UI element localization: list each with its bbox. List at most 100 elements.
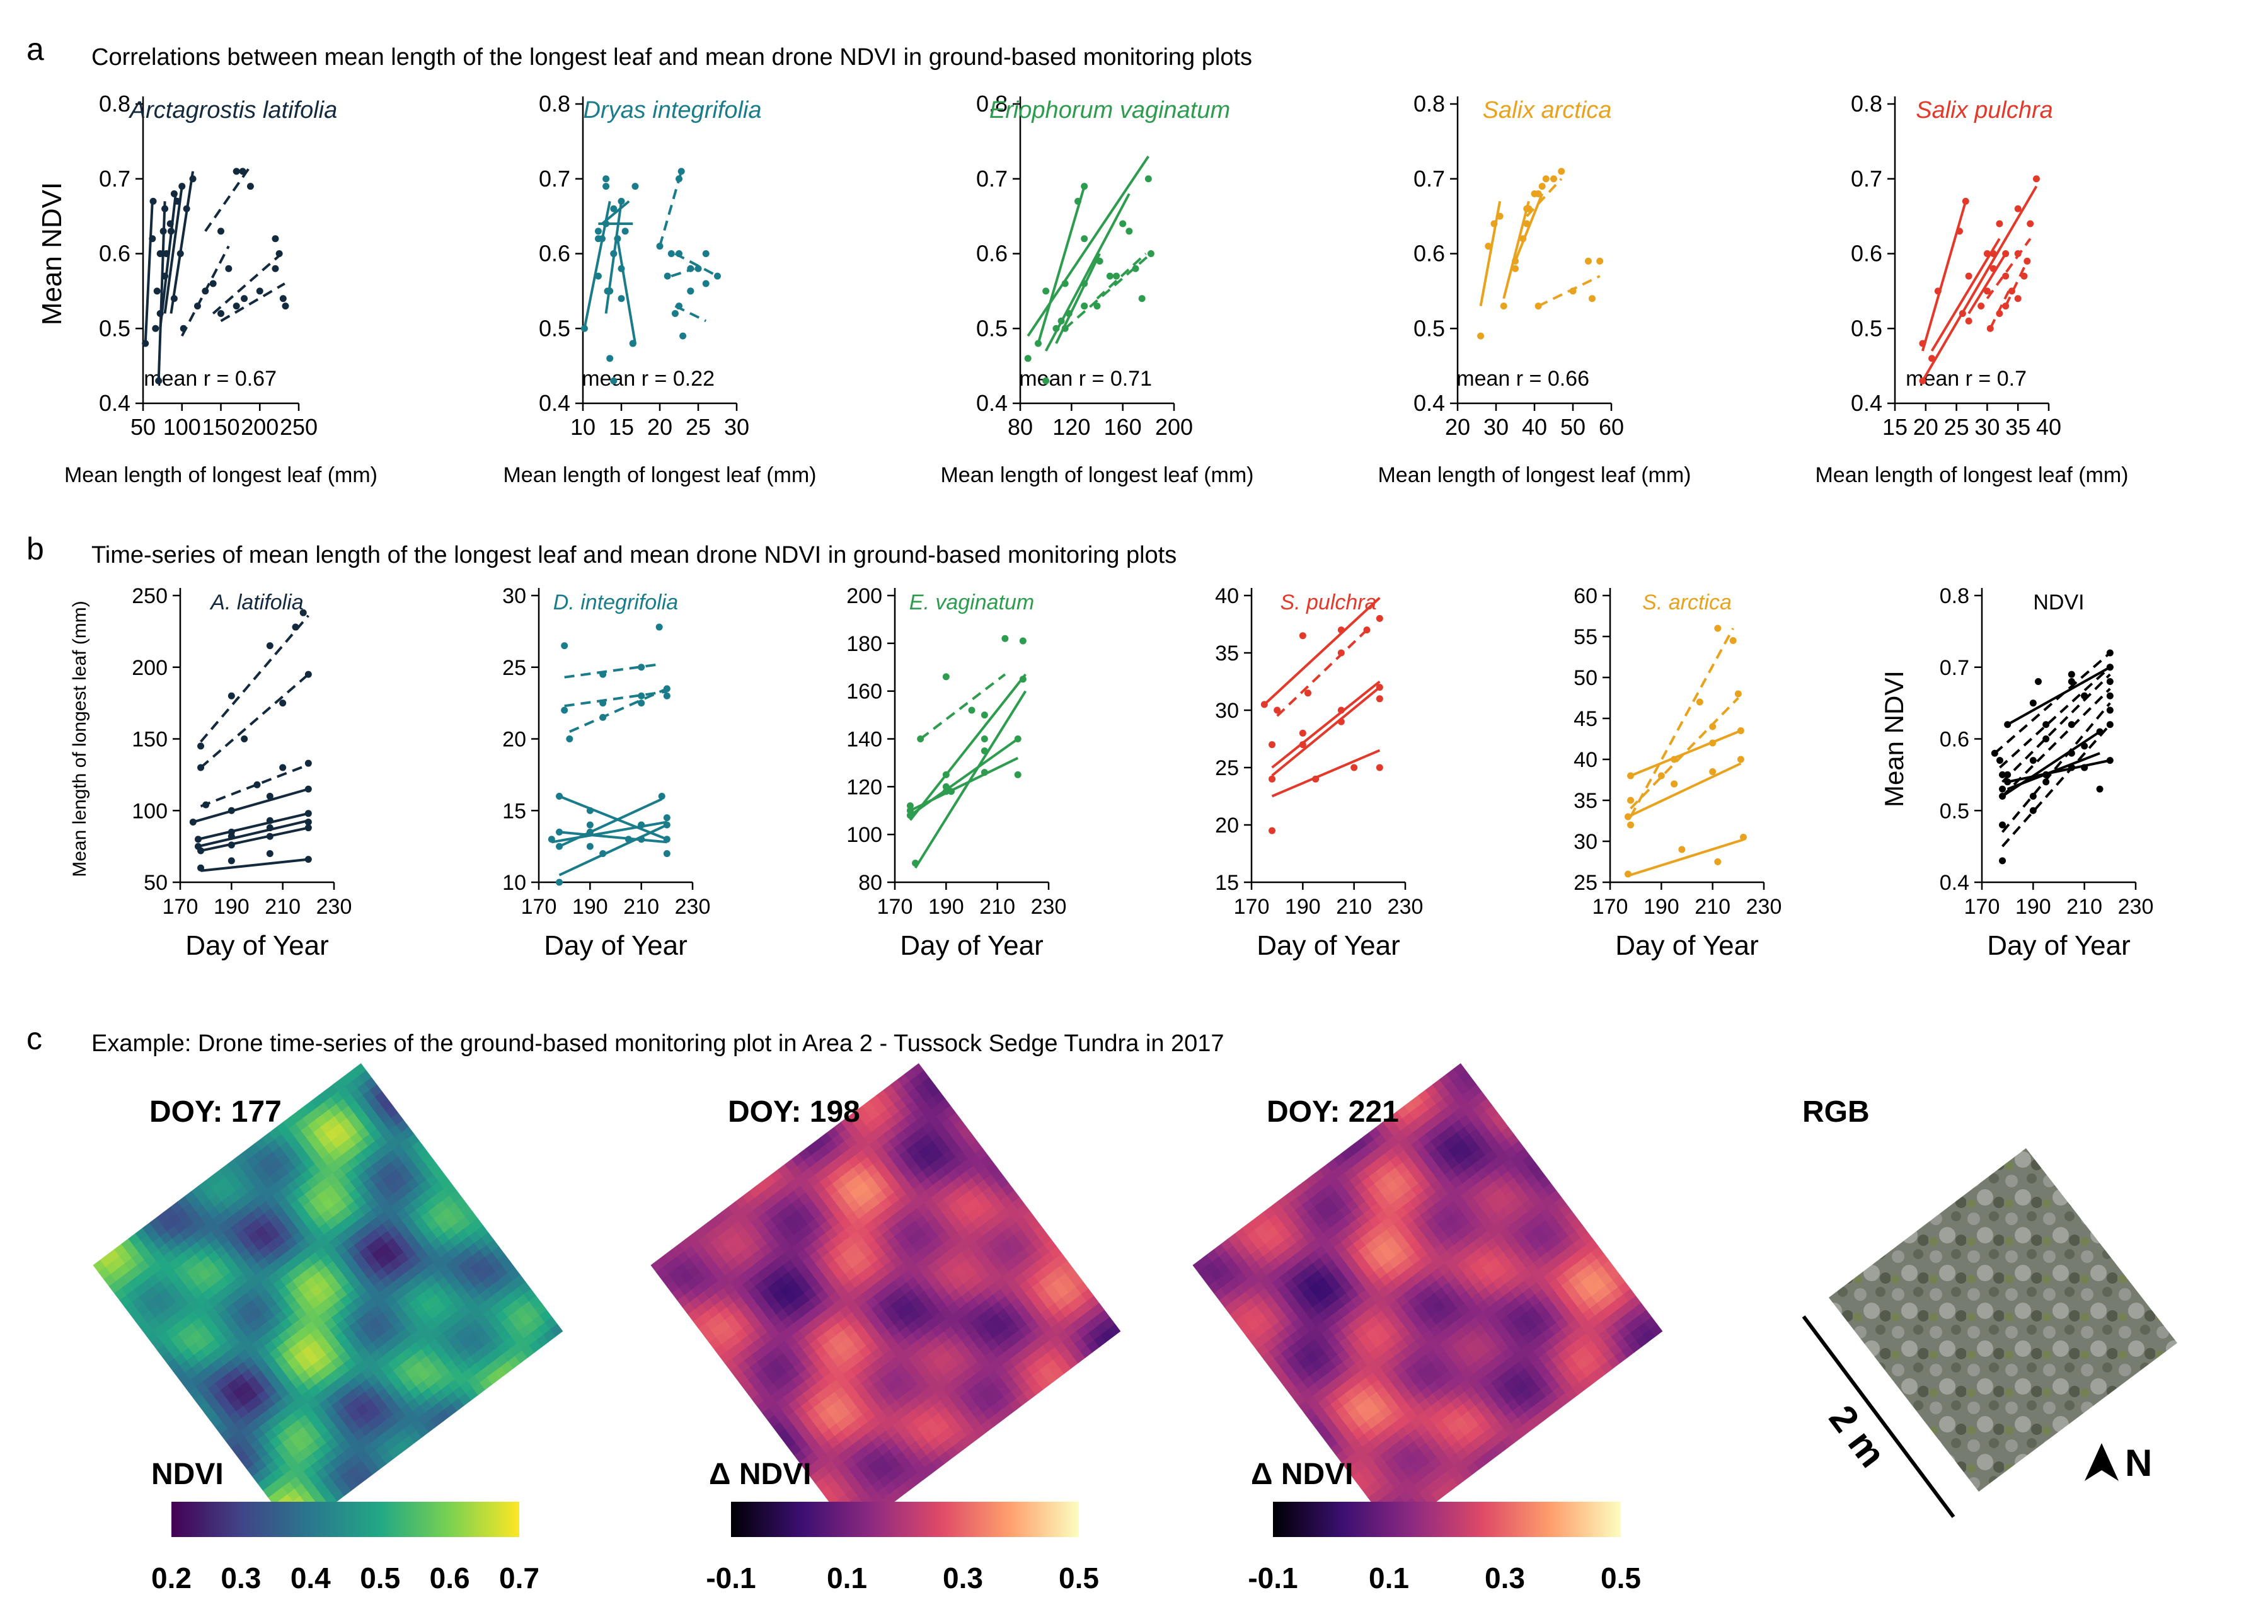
regression-line — [674, 252, 718, 277]
regression-line — [204, 163, 253, 233]
y-tick-label: 0.6 — [976, 241, 1008, 267]
data-point — [239, 168, 246, 175]
x-tick-label: 230 — [675, 895, 711, 919]
y-tick-label: 200 — [846, 584, 882, 608]
x-axis-label: Day of Year — [1257, 930, 1400, 961]
x-tick-label: 170 — [1234, 895, 1270, 919]
series-10 — [2004, 757, 2114, 786]
x-tick-label: 160 — [1104, 414, 1142, 440]
x-axis-label: Day of Year — [900, 930, 1044, 961]
data-point — [1477, 332, 1485, 340]
data-point — [1999, 857, 2006, 865]
data-point — [561, 706, 568, 714]
data-point — [156, 310, 164, 317]
data-point — [1260, 701, 1268, 708]
data-point — [1734, 690, 1742, 698]
series-3 — [1928, 220, 2003, 362]
x-axis-label: Mean length of longest leaf (mm) — [1378, 463, 1691, 487]
data-point — [1337, 706, 1345, 714]
data-point — [1542, 175, 1550, 183]
data-point — [1496, 212, 1504, 220]
y-tick-label: 50 — [1574, 666, 1597, 690]
data-point — [1061, 325, 1069, 332]
regression-line — [170, 171, 195, 314]
y-tick-label: 0.7 — [1851, 166, 1882, 192]
data-point — [1569, 287, 1577, 295]
y-tick-label: 180 — [846, 632, 882, 656]
data-point — [1965, 317, 1972, 325]
regression-line — [200, 614, 309, 743]
data-point — [1337, 649, 1345, 657]
data-point — [202, 801, 210, 809]
regression-line — [601, 200, 630, 225]
regression-line — [914, 690, 1027, 869]
data-point — [2002, 272, 2010, 280]
data-point — [256, 287, 263, 295]
data-point — [556, 793, 563, 800]
x-tick-label: 210 — [265, 895, 301, 919]
data-point — [1523, 205, 1531, 212]
x-tick-label: 15 — [1882, 414, 1908, 440]
data-point — [942, 783, 950, 790]
y-tick-label: 25 — [1215, 756, 1239, 780]
chart-2: 10 15 20 25 300.40.50.60.70.8 Dryas integrifo… — [503, 91, 816, 487]
y-tick-label: 0.7 — [976, 166, 1008, 192]
x-tick-label: 210 — [1695, 895, 1730, 919]
data-point — [2014, 205, 2022, 212]
data-point — [561, 642, 568, 650]
y-tick-label: 15 — [502, 799, 526, 823]
x-tick-label: 20 — [1913, 414, 1938, 440]
data-point — [2029, 807, 2037, 814]
chart-title: A. latifolia — [209, 590, 303, 614]
series-4 — [906, 735, 1022, 819]
data-point — [1081, 302, 1088, 310]
regression-line — [674, 304, 707, 323]
series-6 — [194, 818, 312, 850]
data-point — [606, 287, 614, 295]
y-tick-label: 0.4 — [1851, 390, 1882, 416]
data-point — [2106, 664, 2114, 671]
x-tick-label: 120 — [1052, 414, 1090, 440]
data-point — [610, 250, 618, 257]
data-point — [1737, 727, 1744, 734]
regression-line — [200, 826, 309, 852]
y-tick-label: 0.5 — [99, 315, 130, 341]
x-tick-label: 50 — [1560, 414, 1586, 440]
annotation-label: mean r = 0.67 — [144, 367, 277, 391]
data-point — [599, 713, 607, 721]
data-point — [1627, 797, 1635, 804]
chart-title: S. arctica — [1642, 590, 1732, 614]
colorbar-tick-label: 0.5 — [360, 1562, 400, 1594]
x-tick-label: 200 — [241, 414, 279, 440]
regression-line — [1999, 666, 2111, 769]
data-point — [170, 190, 178, 197]
data-point — [1977, 302, 1985, 310]
x-axis-label: Mean length of longest leaf (mm) — [940, 463, 1253, 487]
data-point — [906, 812, 914, 819]
x-tick-label: 170 — [521, 895, 557, 919]
x-axis-label: Day of Year — [1615, 930, 1759, 961]
data-point — [217, 227, 224, 235]
data-point — [2068, 721, 2075, 728]
data-point — [599, 850, 607, 857]
data-point — [1627, 821, 1635, 829]
regression-line — [1989, 290, 2010, 330]
x-tick-label: 40 — [1522, 414, 1547, 440]
x-tick-label: 30 — [1974, 414, 2000, 440]
series-2 — [197, 671, 312, 771]
y-tick-label: 35 — [1215, 642, 1239, 665]
data-point — [2029, 700, 2037, 707]
data-point — [161, 272, 169, 280]
y-tick-label: 0.8 — [1940, 584, 1969, 608]
x-axis-label: Mean length of longest leaf (mm) — [1815, 463, 2128, 487]
data-point — [167, 227, 175, 235]
data-point — [1001, 635, 1009, 642]
data-point — [1627, 772, 1635, 780]
regression-line — [659, 171, 683, 247]
data-point — [947, 788, 955, 795]
data-point — [1523, 220, 1531, 227]
